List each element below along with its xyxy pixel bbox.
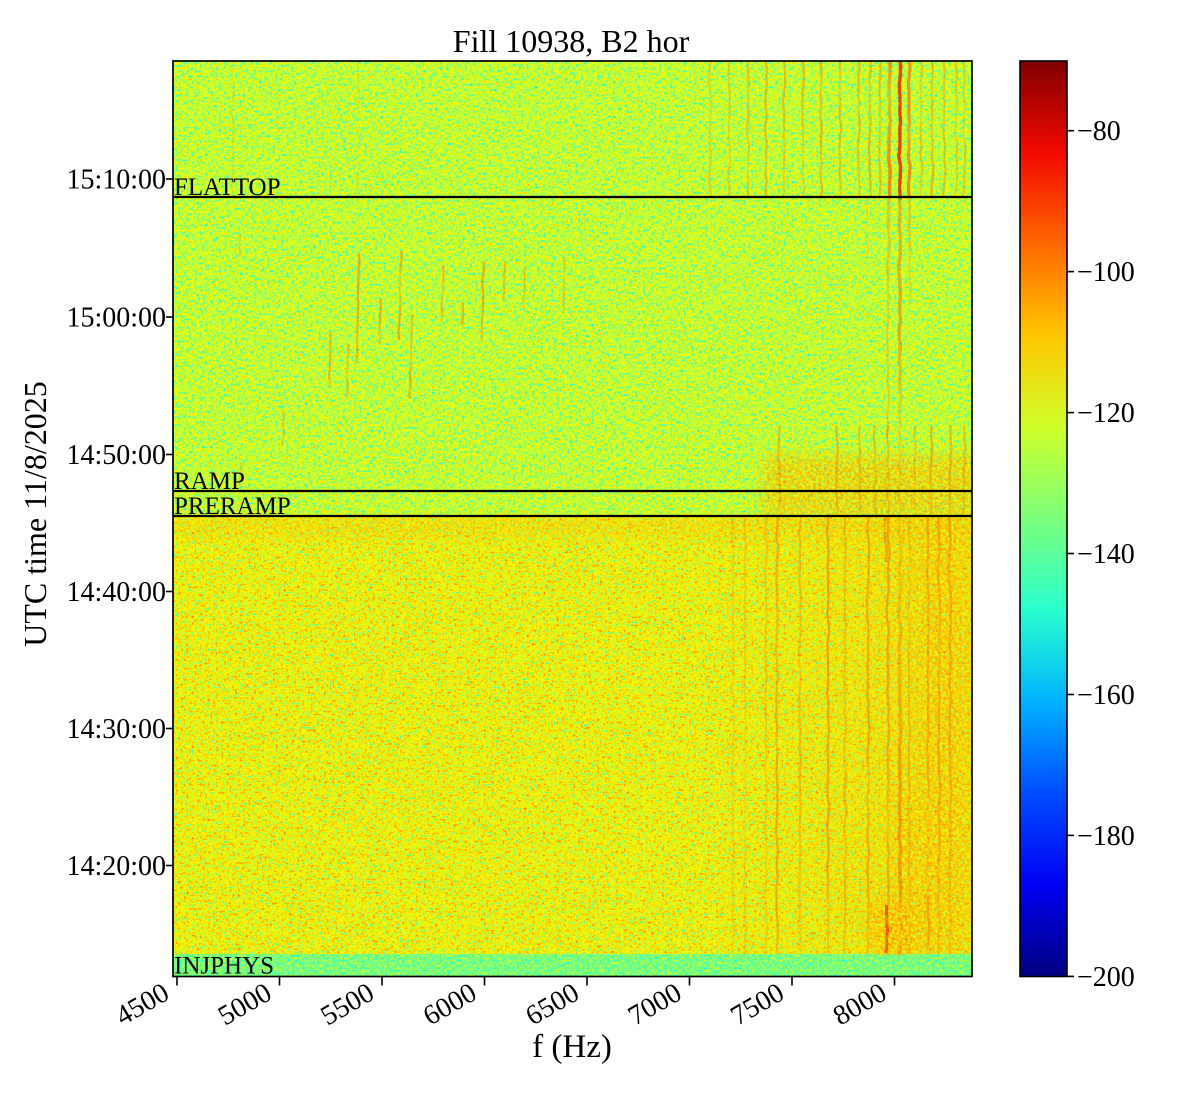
svg-text:RAMP: RAMP <box>174 468 245 495</box>
svg-text:−200: −200 <box>1077 962 1135 993</box>
svg-text:Fill 10938, B2 hor: Fill 10938, B2 hor <box>453 23 690 59</box>
svg-text:14:50:00: 14:50:00 <box>66 440 166 471</box>
svg-text:f (Hz): f (Hz) <box>532 1029 612 1065</box>
svg-text:−160: −160 <box>1077 680 1135 711</box>
svg-text:FLATTOP: FLATTOP <box>174 174 281 201</box>
svg-text:15:00:00: 15:00:00 <box>66 303 166 334</box>
svg-text:−140: −140 <box>1077 539 1135 570</box>
svg-text:15:10:00: 15:10:00 <box>66 165 166 196</box>
svg-text:INJPHYS: INJPHYS <box>174 953 274 980</box>
svg-text:−120: −120 <box>1077 398 1135 429</box>
svg-text:−100: −100 <box>1077 257 1135 288</box>
svg-text:14:20:00: 14:20:00 <box>66 851 166 882</box>
svg-text:UTC time 11/8/2025: UTC time 11/8/2025 <box>17 381 53 646</box>
svg-text:PRERAMP: PRERAMP <box>174 493 291 520</box>
svg-text:14:30:00: 14:30:00 <box>66 714 166 745</box>
svg-text:14:40:00: 14:40:00 <box>66 577 166 608</box>
svg-text:−180: −180 <box>1077 821 1135 852</box>
svg-text:−80: −80 <box>1077 116 1121 147</box>
